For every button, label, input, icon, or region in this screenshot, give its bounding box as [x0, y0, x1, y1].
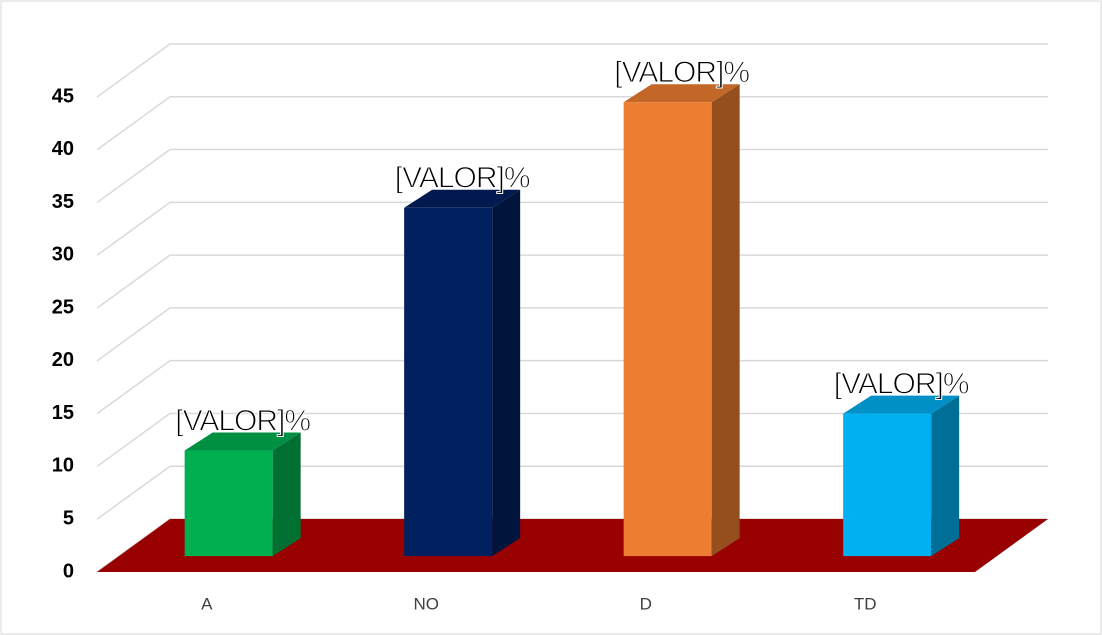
y-tick-label: 20 — [52, 349, 74, 371]
grid-line — [96, 307, 1048, 362]
y-tick-label: 45 — [52, 85, 74, 107]
floor — [97, 519, 1048, 572]
grid-line — [96, 254, 1048, 309]
data-label: [VALOR]% — [175, 404, 310, 437]
x-tick-label: D — [640, 594, 652, 613]
y-tick-label: 15 — [52, 402, 74, 424]
x-tick-label: NO — [414, 594, 440, 613]
bar — [404, 207, 493, 557]
bar-side — [272, 432, 301, 557]
y-tick-label: 10 — [52, 455, 74, 477]
grid-line — [96, 201, 1048, 256]
y-tick-label: 5 — [63, 508, 74, 530]
data-label: [VALOR]% — [614, 56, 749, 89]
x-tick-label: A — [201, 594, 213, 613]
grid-line — [96, 96, 1048, 151]
bar-top — [404, 189, 521, 208]
grid-line — [96, 359, 1048, 415]
bar-side — [711, 84, 740, 557]
grid-line — [96, 148, 1048, 204]
bar-top — [843, 395, 960, 414]
grid-line — [96, 412, 1048, 468]
y-tick-label: 25 — [52, 296, 74, 318]
bar — [843, 413, 932, 557]
grid-line — [96, 43, 1048, 98]
grid-line — [96, 465, 1048, 520]
bar-top — [184, 432, 301, 451]
data-label: [VALOR]% — [834, 368, 969, 401]
y-tick-label: 35 — [52, 191, 74, 213]
y-tick-label: 0 — [63, 560, 74, 582]
bar — [623, 102, 712, 557]
y-tick-label: 40 — [52, 138, 74, 160]
y-tick-label: 30 — [52, 244, 74, 266]
bar-top — [623, 84, 740, 103]
bar — [184, 450, 273, 557]
bar-side — [492, 189, 521, 557]
bar-side — [931, 395, 960, 557]
data-label: [VALOR]% — [395, 162, 530, 195]
x-tick-label: TD — [854, 594, 877, 613]
